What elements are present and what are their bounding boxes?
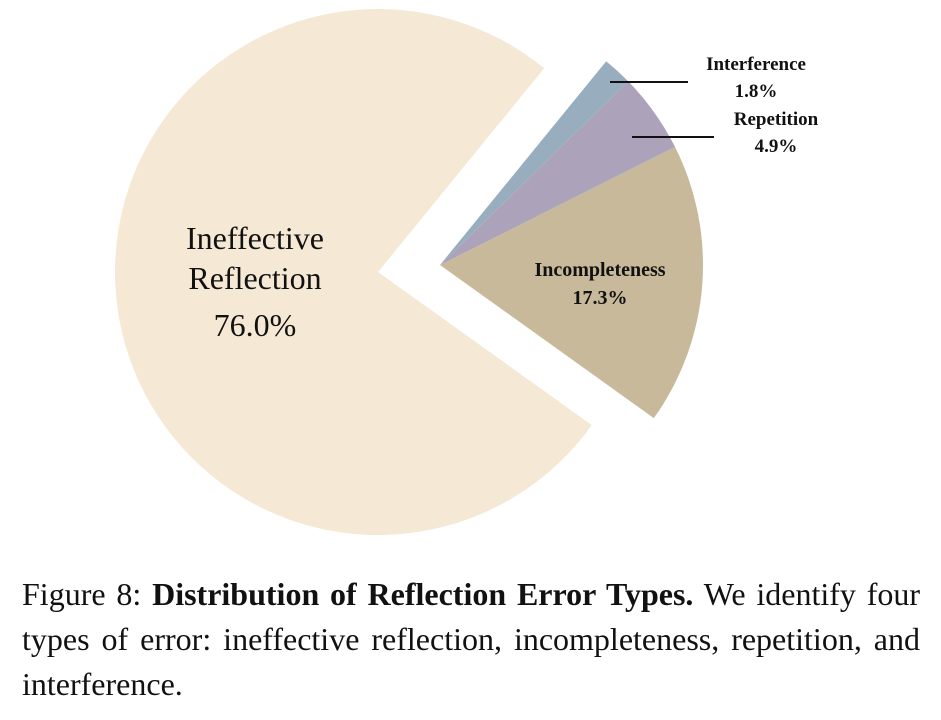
slice-label: Repetition (733, 109, 819, 130)
caption-text: We identify four types of error: ineffec… (22, 576, 921, 702)
value-label: 1.8% (734, 81, 778, 102)
value-label: 4.9% (754, 136, 798, 157)
slice-label: Incompleteness (534, 259, 666, 281)
caption-label: Figure 8: (22, 576, 142, 612)
value-label: 17.3% (572, 287, 628, 309)
pie-slice (440, 146, 703, 419)
slice-label: Interference (706, 54, 806, 75)
caption: Figure 8: Distribution of Reflection Err… (22, 572, 920, 707)
caption-title: Distribution of Reflection Error Types. (152, 576, 694, 612)
slice-label: Ineffective Reflection (186, 220, 324, 296)
pie-slice (440, 81, 675, 265)
pie-slice (440, 61, 629, 265)
value-label: 76.0% (213, 307, 297, 343)
pie-slice (114, 8, 592, 536)
pie-chart (114, 8, 714, 536)
